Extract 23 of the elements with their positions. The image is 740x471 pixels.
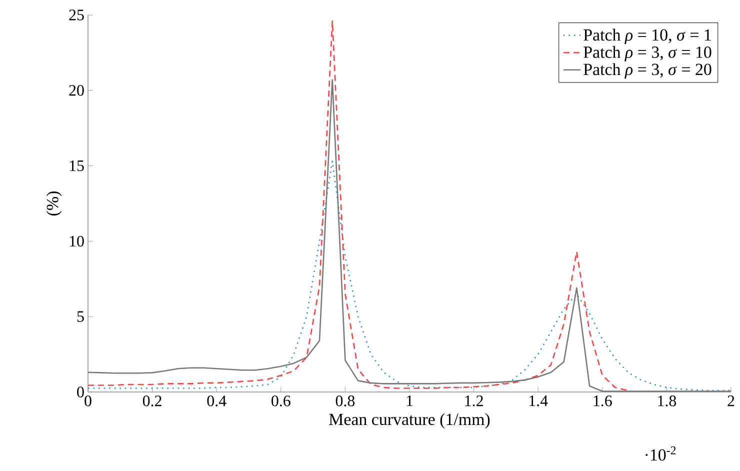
x-tick-label: 2 xyxy=(728,396,734,406)
x-tick-label: 1 xyxy=(406,396,413,406)
x-tick-label: 1.8 xyxy=(658,396,676,406)
y-tick-label: 10 xyxy=(70,236,84,247)
legend-label: Patch ρ = 3, σ = 20 xyxy=(584,63,712,79)
y-tick-label: 0 xyxy=(77,386,84,398)
y-tick-label: 25 xyxy=(69,10,84,20)
y-tick-label: 5 xyxy=(77,311,84,322)
y-tick-label: 20 xyxy=(69,85,84,96)
x-tick-label: 0.2 xyxy=(142,396,162,406)
legend-label: Patch ρ = 10, σ = 1 xyxy=(584,28,711,44)
x-tick-label: 0.4 xyxy=(207,396,226,406)
x-tick-label: 1.2 xyxy=(465,396,483,406)
x-axis-title: Mean curvature (1/mm) xyxy=(329,413,490,429)
text: ·10$^{-2}$ xyxy=(646,446,676,461)
y-axis-title: (%) xyxy=(46,192,62,216)
x-tick-label: 1.6 xyxy=(594,396,612,406)
x-tick-label: 0.8 xyxy=(336,396,355,406)
y-tick-label: 15 xyxy=(70,160,84,172)
x-tick-label: 0.6 xyxy=(272,396,290,406)
legend-label: Patch ρ = 3, σ = 10 xyxy=(584,46,712,62)
x-tick-label: 1.4 xyxy=(530,396,548,406)
x-tick-label: 0 xyxy=(84,396,92,406)
